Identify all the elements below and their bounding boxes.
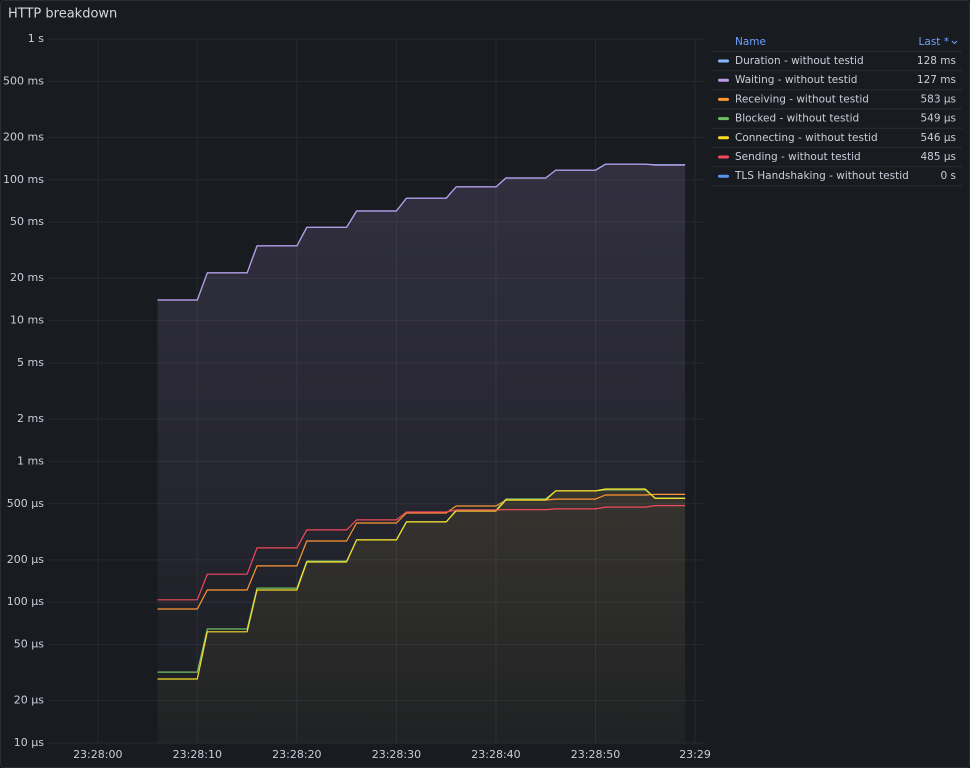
legend-last: 583 µs (920, 93, 956, 105)
y-tick-label: 200 µs (7, 553, 44, 566)
series-line (157, 493, 686, 610)
legend-swatch[interactable] (718, 155, 729, 159)
legend-name[interactable]: Blocked - without testid (735, 113, 859, 125)
x-tick-label: 23:28:30 (372, 748, 421, 761)
y-tick-label: 1 ms (17, 454, 44, 467)
legend-swatch[interactable] (718, 136, 729, 140)
legend-last: 485 µs (920, 151, 956, 163)
y-tick-label: 50 ms (10, 215, 44, 228)
y-tick-label: 1 s (28, 32, 44, 45)
x-tick-label: 23:28:10 (173, 748, 222, 761)
legend-swatch[interactable] (718, 59, 729, 63)
legend-name[interactable]: Receiving - without testid (735, 93, 869, 105)
legend-last-header[interactable]: Last * (919, 36, 949, 48)
x-tick-label: 23:28:20 (272, 748, 321, 761)
lines (157, 163, 686, 680)
x-tick-label: 23:29 (679, 748, 711, 761)
legend-swatch[interactable] (718, 117, 729, 121)
y-tick-label: 5 ms (17, 356, 44, 369)
y-tick-label: 50 µs (14, 638, 44, 651)
legend-name[interactable]: Duration - without testid (735, 55, 864, 67)
legend-swatch[interactable] (718, 174, 729, 178)
panel-title: HTTP breakdown (8, 7, 117, 22)
y-tick-label: 10 µs (14, 736, 44, 749)
series-area (157, 489, 686, 743)
legend: Name Last * Duration - without testid 128… (712, 36, 962, 187)
x-tick-label: 23:28:00 (73, 748, 122, 761)
series-line (157, 505, 686, 601)
x-tick-label: 23:28:50 (571, 748, 620, 761)
y-tick-label: 500 µs (7, 497, 44, 510)
legend-last: 127 ms (917, 74, 956, 86)
y-tick-label: 10 ms (10, 314, 44, 327)
legend-name[interactable]: Sending - without testid (735, 151, 861, 163)
legend-last: 546 µs (920, 132, 956, 144)
x-tick-label: 23:28:40 (471, 748, 520, 761)
legend-name[interactable]: Connecting - without testid (735, 132, 878, 144)
legend-name-header[interactable]: Name (735, 36, 766, 48)
series-line (157, 163, 686, 301)
legend-swatch[interactable] (718, 97, 729, 101)
y-tick-label: 20 µs (14, 694, 44, 707)
y-tick-label: 200 ms (3, 130, 44, 143)
legend-name[interactable]: TLS Handshaking - without testid (734, 170, 909, 182)
sort-icon (951, 40, 958, 45)
legend-last: 549 µs (920, 113, 956, 125)
legend-name[interactable]: Waiting - without testid (735, 74, 857, 86)
legend-last: 128 ms (917, 55, 956, 67)
y-tick-label: 500 ms (3, 74, 44, 87)
series-line (157, 488, 686, 680)
y-tick-label: 100 µs (7, 595, 44, 608)
y-tick-label: 100 ms (3, 173, 44, 186)
axes: 1 s 500 ms 200 ms 100 ms 50 ms 20 ms 10 ms 5 ms… (3, 32, 711, 761)
legend-swatch[interactable] (718, 78, 729, 82)
legend-last: 0 s (941, 170, 957, 182)
y-tick-label: 20 ms (10, 271, 44, 284)
y-tick-label: 2 ms (17, 412, 44, 425)
areas (157, 164, 686, 743)
